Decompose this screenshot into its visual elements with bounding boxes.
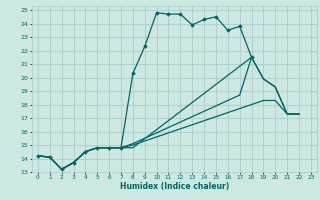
X-axis label: Humidex (Indice chaleur): Humidex (Indice chaleur) — [120, 182, 229, 191]
